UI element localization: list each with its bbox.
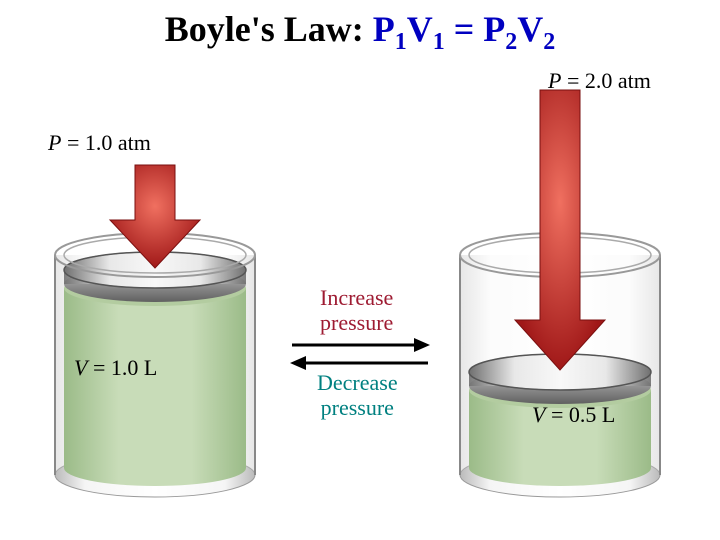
right-cylinder: [460, 90, 660, 497]
decrease-pressure-label: Decrease pressure: [317, 370, 398, 421]
title-black: Boyle's Law:: [165, 9, 373, 49]
center-arrows-icon: [290, 338, 430, 370]
left-V-value: = 1.0 L: [87, 355, 157, 380]
left-P-value: = 1.0 atm: [61, 130, 150, 155]
right-pressure-label: P = 2.0 atm: [548, 68, 651, 94]
title-v1: V: [407, 9, 433, 49]
left-volume-label: V = 1.0 L: [74, 355, 157, 381]
increase-line1: Increase: [320, 285, 393, 310]
left-P-symbol: P: [48, 130, 61, 155]
right-pressure-arrow-icon: [515, 90, 605, 370]
left-V-symbol: V: [74, 355, 87, 380]
right-V-value: = 0.5 L: [545, 402, 615, 427]
right-volume-label: V = 0.5 L: [532, 402, 615, 428]
right-P-symbol: P: [548, 68, 561, 93]
decrease-line2: pressure: [321, 395, 394, 420]
title-sub2: 1: [433, 29, 445, 55]
title: Boyle's Law: P1V1 = P2V2: [0, 0, 720, 56]
left-cylinder: [55, 165, 255, 497]
title-p2: P: [483, 9, 505, 49]
right-V-symbol: V: [532, 402, 545, 427]
title-v2: V: [517, 9, 543, 49]
title-sub3: 2: [505, 29, 517, 55]
right-P-value: = 2.0 atm: [561, 68, 650, 93]
diagram-container: P = 1.0 atm V = 1.0 L P = 2.0 atm V = 0.…: [0, 70, 720, 530]
decrease-line1: Decrease: [317, 370, 398, 395]
title-sub1: 1: [395, 29, 407, 55]
title-p1: P: [373, 9, 395, 49]
left-pressure-label: P = 1.0 atm: [48, 130, 151, 156]
title-eq: =: [445, 9, 484, 49]
increase-line2: pressure: [320, 310, 393, 335]
title-sub4: 2: [543, 29, 555, 55]
increase-pressure-label: Increase pressure: [320, 285, 393, 336]
